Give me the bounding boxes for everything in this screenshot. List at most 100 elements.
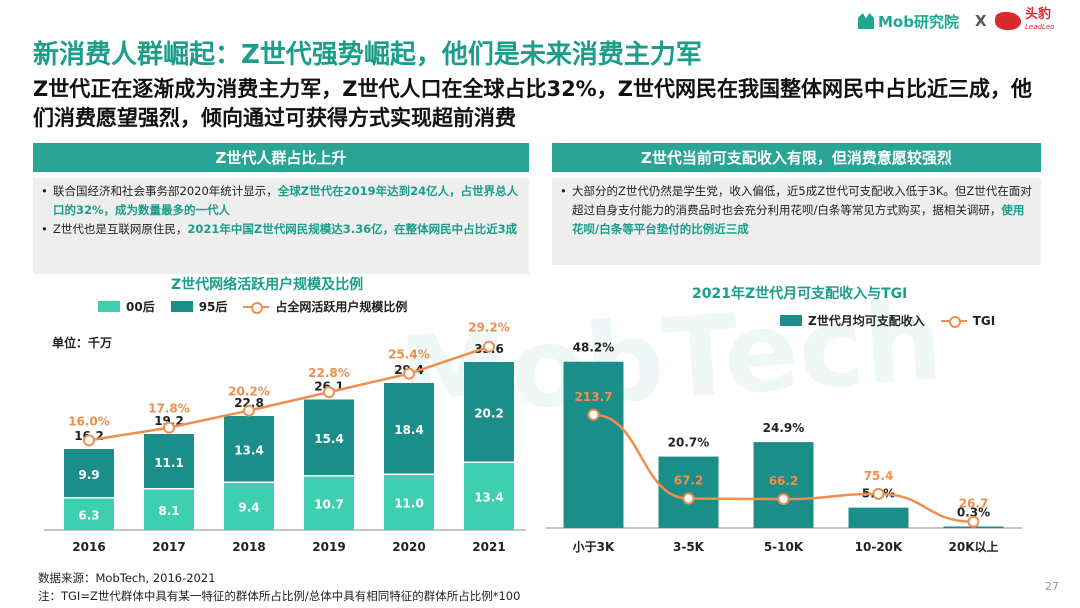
legend-item-00s: 00后 <box>98 298 155 315</box>
data-source: 数据来源：MobTech, 2016-2021 <box>38 571 216 585</box>
bar-label-00s: 10.7 <box>314 497 344 511</box>
income-bar-label: 24.9% <box>763 421 805 435</box>
bar-95s <box>224 416 274 482</box>
logo-separator: X <box>975 12 987 30</box>
footnote: 注：TGI=Z世代群体中具有某一特征的群体所占比例/总体中具有相同特征的群体所占… <box>38 589 521 603</box>
legend-swatch-95s <box>170 301 193 312</box>
bar-label-95s: 20.2 <box>474 407 504 421</box>
bar-95s <box>304 399 354 475</box>
bar-95s <box>384 383 434 474</box>
x-tick-label: 10-20K <box>855 540 903 554</box>
mob-logo: Mob研究院 <box>858 8 959 34</box>
ratio-label: 17.8% <box>148 402 190 416</box>
x-tick-label: 2016 <box>72 540 105 554</box>
page-number: 27 <box>1045 580 1059 593</box>
left-chart-title: Z世代网络活跃用户规模及比例 <box>171 277 364 293</box>
page-subtitle: Z世代正在逐渐成为消费主力军，Z世代人口在全球占比32%，Z世代网民在我国整体网… <box>33 77 1032 130</box>
income-bar-label: 48.2% <box>573 341 615 355</box>
bar-00s <box>384 475 434 530</box>
left-bullet-1: 联合国经济和社会事务部2020年统计显示，全球Z世代在2019年达到24亿人，占… <box>41 182 521 220</box>
income-bar <box>563 361 624 528</box>
x-tick-label: 20K以上 <box>949 539 999 554</box>
tgi-label: 66.2 <box>769 474 799 488</box>
ratio-point <box>243 404 255 417</box>
ratio-label: 20.2% <box>228 385 270 399</box>
bar-95s <box>464 362 514 462</box>
bar-00s <box>64 498 114 530</box>
bar-95s <box>64 449 114 497</box>
leadleo-logo-subtext: LeadLeo <box>1025 23 1055 31</box>
legend-swatch-ratio <box>243 301 270 314</box>
ratio-point <box>163 421 175 434</box>
ratio-point <box>403 367 415 380</box>
ratio-point <box>483 340 495 353</box>
right-chart-title: 2021年Z世代月可支配收入与TGI <box>692 286 908 302</box>
bar-00s <box>464 463 514 530</box>
x-tick-label: 小于3K <box>573 539 615 554</box>
legend-item-income: Z世代月均可支配收入 <box>780 312 925 329</box>
right-chart-legend: Z世代月均可支配收入 TGI <box>780 312 1011 329</box>
bar-label-00s: 11.0 <box>394 497 424 511</box>
bar-label-00s: 6.3 <box>78 508 99 522</box>
legend-item-95s: 95后 <box>170 298 227 315</box>
x-tick-label: 2018 <box>232 540 265 554</box>
right-summary-box: 大部分的Z世代仍然是学生党，收入偏低，近5成Z世代可支配收入低于3K。但Z世代在… <box>552 178 1041 265</box>
bar-label-95s: 13.4 <box>234 444 264 458</box>
page-title: 新消费人群崛起：Z世代强势崛起，他们是未来消费主力军 <box>33 40 702 70</box>
legend-item-tgi: TGI <box>940 314 995 328</box>
tgi-point <box>777 493 790 506</box>
bar-label-95s: 11.1 <box>154 456 184 470</box>
ratio-point <box>83 434 95 447</box>
x-tick-label: 3-5K <box>673 540 705 554</box>
left-chart-legend: 00后 95后 占全网活跃用户规模比例 <box>98 298 423 315</box>
bar-label-95s: 9.9 <box>78 468 99 482</box>
bar-label-00s: 13.4 <box>474 491 504 505</box>
mob-logo-text: Mob研究院 <box>878 12 959 31</box>
bar-label-00s: 9.4 <box>238 501 259 515</box>
right-section-banner: Z世代当前可支配收入有限，但消费意愿较强烈 <box>552 143 1041 172</box>
tgi-point <box>872 487 885 500</box>
leadleo-logo: 头豹 LeadLeo <box>995 8 1054 34</box>
bar-00s <box>224 483 274 530</box>
left-bullet-2: Z世代也是互联网原住民，2021年中国Z世代网民规模达3.36亿，在整体网民中占… <box>41 220 521 239</box>
bar-label-95s: 18.4 <box>394 423 424 437</box>
bar-total-label: 22.8 <box>234 396 264 410</box>
mob-logo-icon <box>858 13 874 29</box>
x-tick-label: 2017 <box>152 540 185 554</box>
income-bar-label: 20.7% <box>668 436 710 450</box>
tgi-point <box>682 492 695 505</box>
legend-item-ratio: 占全网活跃用户规模比例 <box>243 298 407 315</box>
x-tick-label: 2021 <box>472 540 505 554</box>
tgi-label: 67.2 <box>674 474 704 488</box>
unit-label: 单位：千万 <box>52 336 113 350</box>
legend-swatch-income <box>780 315 802 326</box>
ratio-label: 16.0% <box>68 414 110 428</box>
ratio-label: 22.8% <box>308 366 350 380</box>
tgi-point <box>967 515 980 528</box>
leopard-icon <box>995 12 1021 30</box>
ratio-line <box>88 345 490 442</box>
income-bar-label: 0.3% <box>957 506 990 520</box>
left-summary-box: 联合国经济和社会事务部2020年统计显示，全球Z世代在2019年达到24亿人，占… <box>33 178 529 274</box>
income-bar <box>848 507 909 528</box>
tgi-label: 26.7 <box>959 497 989 511</box>
bar-label-00s: 8.1 <box>158 504 179 518</box>
bar-00s <box>144 489 194 530</box>
tgi-label: 213.7 <box>575 390 613 404</box>
ratio-point <box>323 386 335 399</box>
legend-swatch-tgi <box>940 315 967 328</box>
ratio-label: 29.2% <box>468 321 510 335</box>
bar-00s <box>304 476 354 530</box>
bar-label-95s: 15.4 <box>314 432 344 446</box>
x-tick-label: 5-10K <box>764 540 804 554</box>
x-tick-label: 2020 <box>392 540 425 554</box>
leadleo-logo-text: 头豹 <box>1025 7 1052 22</box>
bar-total-label: 19.2 <box>154 414 184 428</box>
income-bar <box>753 442 814 528</box>
ratio-label: 25.4% <box>388 348 430 362</box>
x-tick-label: 2019 <box>312 540 345 554</box>
bar-95s <box>144 434 194 488</box>
right-bullet-1: 大部分的Z世代仍然是学生党，收入偏低，近5成Z世代可支配收入低于3K。但Z世代在… <box>560 182 1033 239</box>
tgi-label: 75.4 <box>864 469 894 483</box>
